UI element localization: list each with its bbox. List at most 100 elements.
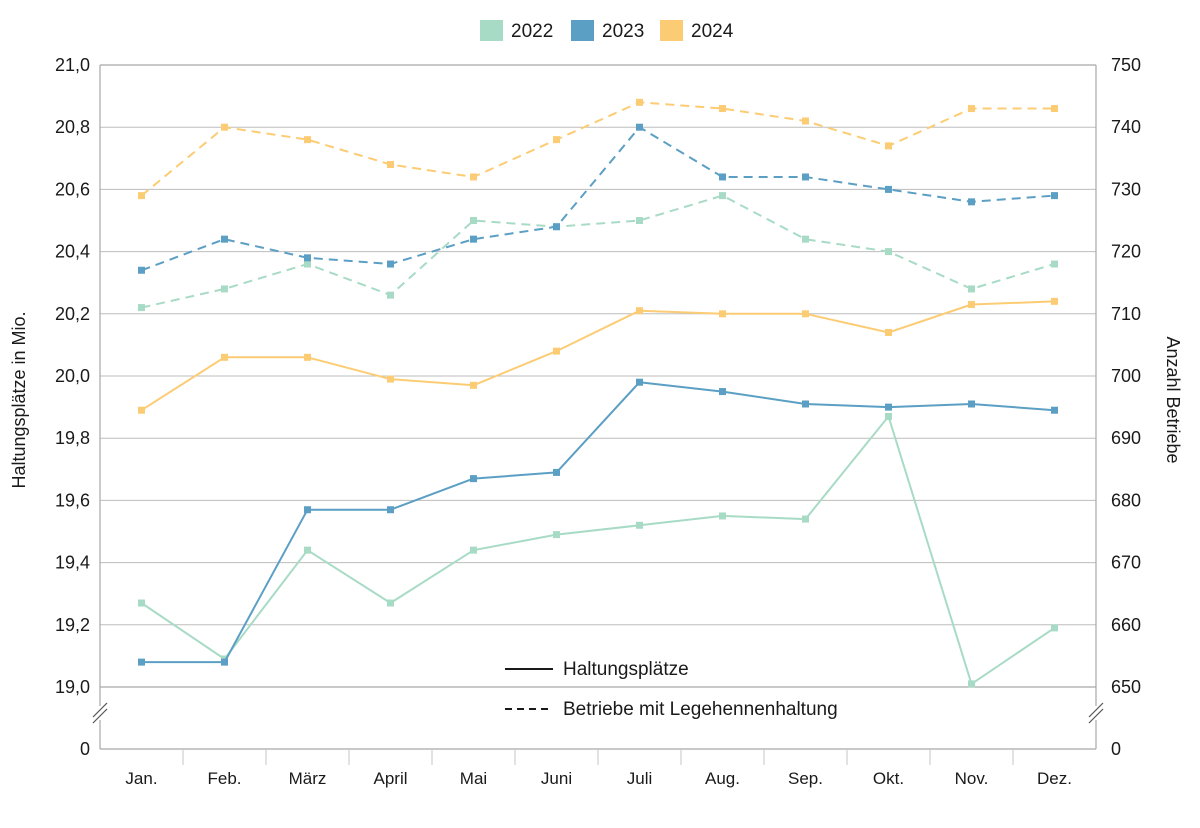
left-tick-label: 21,0 xyxy=(55,55,90,75)
data-point xyxy=(221,353,228,361)
data-point xyxy=(802,173,809,181)
data-point xyxy=(138,599,145,607)
series-line xyxy=(140,300,1055,412)
data-point xyxy=(304,260,311,268)
right-tick-label: 750 xyxy=(1111,55,1141,75)
left-tick-label: 19,2 xyxy=(55,615,90,635)
data-point xyxy=(304,136,311,144)
style-legend-label-dashed: Betriebe mit Legehennenhaltung xyxy=(563,699,838,720)
data-point xyxy=(221,235,228,243)
series-line xyxy=(141,126,1055,272)
data-point xyxy=(304,546,311,554)
x-tick-label: Juni xyxy=(541,769,572,788)
data-point xyxy=(221,658,228,666)
data-point xyxy=(387,506,394,514)
data-point xyxy=(1051,105,1058,113)
left-axis-ticks: 19,0 19,2 19,4 19,6 19,8 20,0 20,2 20,4 20,6 20,8… xyxy=(55,55,90,759)
right-tick-label: 670 xyxy=(1111,553,1141,573)
left-tick-label: 19,0 xyxy=(55,677,90,697)
data-point xyxy=(138,406,145,414)
data-point xyxy=(885,248,892,256)
data-point xyxy=(470,381,477,389)
data-point xyxy=(636,378,643,386)
gridlines xyxy=(100,126,1096,626)
data-point xyxy=(470,475,477,483)
data-point xyxy=(802,400,809,408)
left-tick-label: 19,4 xyxy=(55,553,90,573)
left-tick-label: 20,2 xyxy=(55,304,90,324)
axis-break-mark-right xyxy=(1088,702,1104,718)
data-point xyxy=(304,254,311,262)
data-point xyxy=(138,658,145,666)
data-point xyxy=(802,515,809,523)
data-point xyxy=(221,285,228,293)
legend-label-2023: 2023 xyxy=(602,21,644,42)
data-point xyxy=(636,217,643,224)
series-lines xyxy=(138,98,1058,688)
data-point xyxy=(719,105,726,113)
series-line xyxy=(140,101,1055,197)
series-2024-betriebe xyxy=(138,98,1058,200)
data-point xyxy=(636,521,643,529)
data-point xyxy=(387,599,394,607)
data-point xyxy=(885,412,892,420)
series-line xyxy=(141,194,1055,309)
right-tick-label: 730 xyxy=(1111,179,1141,199)
x-tick-label: Dez. xyxy=(1037,769,1072,788)
data-point xyxy=(138,304,145,312)
x-tick-label: Juli xyxy=(627,769,653,788)
data-point xyxy=(1051,192,1058,200)
left-tick-label: 19,8 xyxy=(55,428,90,448)
data-point xyxy=(968,198,975,206)
left-axis-title: Haltungsplätze in Mio. xyxy=(9,311,29,488)
series-2022-haltungsplaetze xyxy=(138,412,1058,688)
right-tick-label: 710 xyxy=(1111,304,1141,324)
right-tick-label: 680 xyxy=(1111,490,1141,510)
legend-swatch-2023 xyxy=(571,20,594,41)
legend-swatch-2024 xyxy=(660,20,683,41)
data-point xyxy=(885,142,892,150)
x-tick-label: März xyxy=(289,769,327,788)
data-point xyxy=(968,105,975,113)
data-point xyxy=(470,217,477,224)
data-point xyxy=(636,307,643,315)
data-point xyxy=(553,531,560,539)
data-point xyxy=(802,235,809,243)
data-point xyxy=(387,291,394,299)
right-tick-label: 650 xyxy=(1111,677,1141,697)
data-point xyxy=(719,192,726,200)
series-2023-haltungsplaetze xyxy=(138,378,1058,666)
x-tick-label: Feb. xyxy=(207,769,241,788)
right-tick-label: 740 xyxy=(1111,117,1141,137)
left-tick-label: 20,6 xyxy=(55,179,90,199)
data-point xyxy=(387,161,394,169)
right-tick-label-zero: 0 xyxy=(1111,739,1121,759)
data-point xyxy=(885,328,892,336)
data-point xyxy=(304,506,311,514)
data-point xyxy=(387,375,394,383)
data-point xyxy=(138,266,145,274)
right-tick-label: 700 xyxy=(1111,366,1141,386)
left-tick-label: 19,6 xyxy=(55,490,90,510)
legend-label-2024: 2024 xyxy=(691,21,734,42)
data-point xyxy=(1051,406,1058,414)
series-2024-haltungsplaetze xyxy=(138,297,1058,414)
data-point xyxy=(636,98,643,106)
series-2023-betriebe xyxy=(138,123,1058,274)
series-line xyxy=(141,381,1055,664)
data-point xyxy=(138,192,145,200)
plot-frame xyxy=(92,64,1104,765)
left-tick-label: 20,4 xyxy=(55,242,90,262)
data-point xyxy=(719,310,726,318)
left-tick-label: 20,8 xyxy=(55,117,90,137)
data-point xyxy=(553,136,560,144)
data-point xyxy=(1051,297,1058,305)
right-tick-label: 690 xyxy=(1111,428,1141,448)
style-legend: Haltungsplätze Betriebe mit Legehennenhal… xyxy=(505,659,838,720)
data-point xyxy=(553,223,560,231)
style-legend-label-solid: Haltungsplätze xyxy=(563,659,689,680)
x-tick-label: Okt. xyxy=(873,769,904,788)
data-point xyxy=(719,388,726,396)
x-tick-label: Sep. xyxy=(788,769,823,788)
